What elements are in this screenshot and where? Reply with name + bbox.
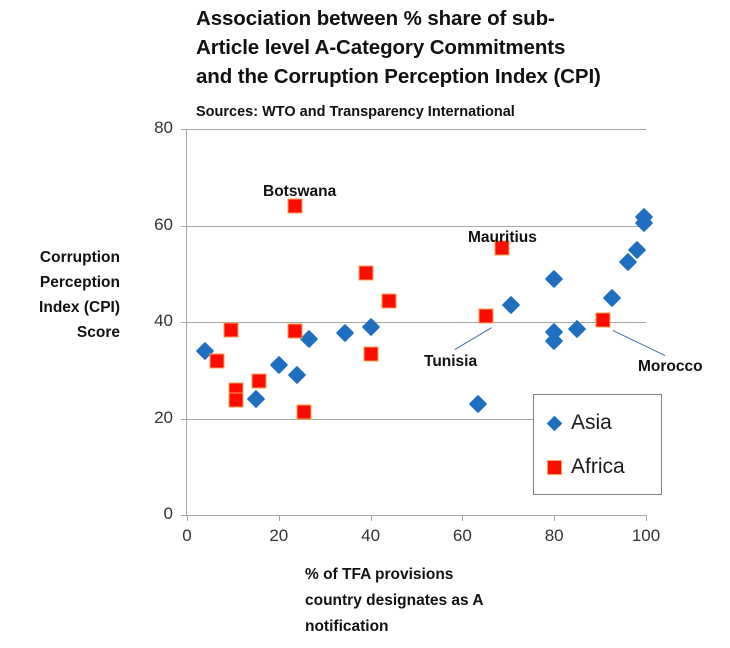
chart-title-line-2: Article level A-Category Commitments	[196, 36, 566, 59]
x-axis-title-line-3: notification	[305, 618, 389, 635]
legend-item-africa[interactable]: Africa	[546, 455, 625, 479]
y-axis-title-line-4: Score	[76, 324, 120, 341]
data-point-asia	[544, 269, 564, 288]
data-point-asia	[361, 317, 380, 337]
x-axis-title-line-2: country designates as A	[305, 592, 484, 609]
gridline	[187, 322, 646, 323]
x-axis-tick-label: 100	[631, 526, 661, 545]
data-point-africa	[287, 323, 303, 339]
y-axis-tick-label: 60	[154, 214, 173, 234]
legend[interactable]: Asia Africa	[533, 394, 662, 495]
data-point-africa	[363, 346, 379, 362]
x-axis-title-line-1: % of TFA provisions	[305, 566, 454, 583]
data-point-asia	[336, 323, 355, 342]
y-axis-title-line-3: Index (CPI)	[39, 299, 120, 316]
chart-source-note: Sources: WTO and Transparency Internatio…	[196, 104, 515, 120]
annotation-tunisia: Tunisia	[424, 353, 478, 370]
data-point-africa	[228, 392, 244, 408]
x-axis-title: % of TFA provisions country designates a…	[305, 562, 605, 640]
x-axis-tick	[646, 515, 647, 521]
data-point-africa	[287, 198, 303, 214]
y-axis-tick-label: 0	[163, 504, 173, 523]
x-axis-tick	[370, 515, 372, 521]
data-point-africa	[494, 240, 510, 256]
x-axis-tick	[462, 515, 464, 521]
gridline	[187, 225, 646, 227]
data-point-africa	[296, 404, 312, 420]
data-point-africa	[381, 293, 397, 309]
x-axis-tick-label: 80	[544, 526, 564, 545]
x-axis-tick-label: 40	[361, 526, 381, 545]
chart-title-line-3: and the Corruption Perception Index (CPI…	[196, 65, 601, 88]
x-axis-tick	[554, 515, 556, 521]
gridline	[187, 515, 646, 516]
annotation-morocco: Morocco	[638, 358, 703, 375]
x-axis-tick-label: 0	[182, 526, 192, 545]
data-point-asia	[246, 389, 266, 409]
x-axis-tick	[187, 515, 188, 521]
x-axis-tick	[278, 515, 280, 521]
y-axis-tick-label: 40	[154, 311, 173, 330]
asia-diamond-icon	[546, 415, 562, 431]
gridline	[187, 418, 646, 420]
y-axis-title-line-2: Perception	[39, 274, 120, 291]
y-axis-title: Corruption Perception Index (CPI) Score	[8, 245, 120, 345]
data-point-asia	[501, 295, 520, 315]
y-axis-tick	[181, 225, 187, 227]
data-point-africa	[251, 373, 267, 389]
x-axis-tick-label: 60	[452, 526, 472, 545]
data-point-africa	[223, 322, 239, 338]
data-point-africa	[209, 353, 225, 369]
data-point-africa	[478, 308, 494, 324]
y-axis-tick	[181, 322, 187, 323]
data-point-asia	[287, 365, 307, 385]
gridline	[187, 129, 646, 130]
data-point-africa	[358, 265, 374, 281]
data-point-asia	[269, 356, 288, 375]
y-axis-tick-label: 20	[154, 407, 173, 427]
data-point-asia	[602, 288, 621, 308]
chart-title: Association between % share of sub- Arti…	[196, 4, 706, 91]
chart-title-line-1: Association between % share of sub-	[196, 7, 555, 30]
y-axis-tick	[181, 515, 187, 516]
annotation-botswana: Botswana	[263, 183, 337, 200]
leader-line-morocco	[612, 330, 665, 356]
africa-square-icon	[546, 459, 562, 475]
y-axis-tick-label: 80	[154, 118, 173, 137]
legend-label-asia: Asia	[571, 411, 612, 434]
y-axis-title-line-1: Corruption	[39, 249, 120, 266]
leader-line-tunisia	[454, 327, 492, 350]
legend-label-africa: Africa	[571, 455, 625, 478]
legend-item-asia[interactable]: Asia	[546, 411, 612, 435]
y-axis-tick	[181, 418, 187, 420]
annotation-mauritius: Mauritius	[468, 229, 537, 246]
plot-area	[181, 129, 665, 521]
x-axis-tick-label: 20	[269, 526, 289, 545]
data-point-africa	[595, 312, 611, 328]
y-axis-tick	[181, 129, 187, 130]
data-point-asia	[469, 394, 488, 414]
